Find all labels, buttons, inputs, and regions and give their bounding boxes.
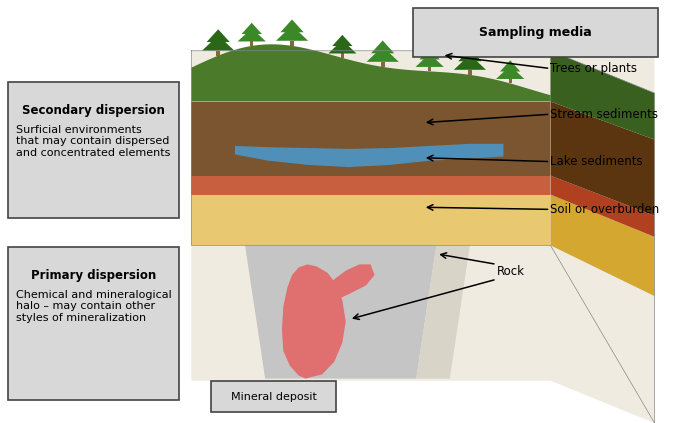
Polygon shape xyxy=(416,54,444,67)
FancyBboxPatch shape xyxy=(8,82,179,218)
Polygon shape xyxy=(191,51,655,423)
Polygon shape xyxy=(416,245,470,379)
Polygon shape xyxy=(551,195,655,296)
Polygon shape xyxy=(235,144,503,167)
Text: Lake sediments: Lake sediments xyxy=(551,155,643,168)
Polygon shape xyxy=(191,44,551,102)
Polygon shape xyxy=(280,19,303,32)
Polygon shape xyxy=(328,40,356,53)
Text: Sampling media: Sampling media xyxy=(479,26,592,39)
Polygon shape xyxy=(216,51,220,56)
Polygon shape xyxy=(468,70,472,75)
Polygon shape xyxy=(371,41,395,53)
Polygon shape xyxy=(428,67,432,71)
Polygon shape xyxy=(191,102,551,176)
Text: Rock: Rock xyxy=(497,265,525,278)
Polygon shape xyxy=(276,25,308,41)
Polygon shape xyxy=(458,49,482,61)
Text: Primary dispersion: Primary dispersion xyxy=(31,269,156,282)
Polygon shape xyxy=(453,55,486,70)
FancyBboxPatch shape xyxy=(212,381,336,412)
FancyBboxPatch shape xyxy=(413,8,658,57)
Polygon shape xyxy=(191,176,551,195)
Polygon shape xyxy=(245,245,436,379)
Polygon shape xyxy=(282,264,346,379)
Polygon shape xyxy=(202,36,234,51)
Text: Surficial environments
that may contain dispersed
and concentrated elements: Surficial environments that may contain … xyxy=(16,125,171,158)
Polygon shape xyxy=(290,41,294,46)
Polygon shape xyxy=(238,28,266,41)
Polygon shape xyxy=(250,41,253,46)
Text: Soil or overburden: Soil or overburden xyxy=(551,203,660,216)
Polygon shape xyxy=(327,264,375,300)
Polygon shape xyxy=(242,23,262,34)
Polygon shape xyxy=(419,48,440,60)
Polygon shape xyxy=(551,176,655,237)
Polygon shape xyxy=(207,29,229,42)
Polygon shape xyxy=(381,62,384,67)
Polygon shape xyxy=(551,51,655,140)
Text: Mineral deposit: Mineral deposit xyxy=(231,392,316,401)
Polygon shape xyxy=(500,60,521,71)
Text: Secondary dispersion: Secondary dispersion xyxy=(22,104,165,117)
Polygon shape xyxy=(508,79,512,83)
Polygon shape xyxy=(551,102,655,216)
FancyBboxPatch shape xyxy=(8,247,179,400)
Polygon shape xyxy=(340,53,344,58)
Text: Chemical and mineralogical
halo – may contain other
styles of mineralization: Chemical and mineralogical halo – may co… xyxy=(16,290,172,323)
Polygon shape xyxy=(366,47,399,62)
Text: Trees or plants: Trees or plants xyxy=(551,62,638,75)
Polygon shape xyxy=(496,66,524,79)
Polygon shape xyxy=(332,35,353,46)
Text: Stream sediments: Stream sediments xyxy=(551,108,658,121)
Polygon shape xyxy=(191,195,551,245)
